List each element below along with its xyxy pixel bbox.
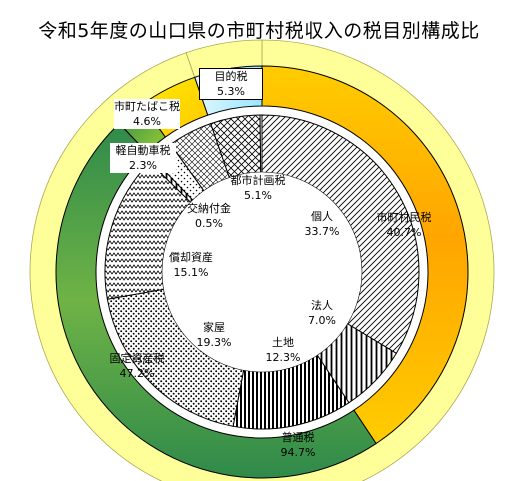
label-value-middle-3: 4.6%	[133, 115, 161, 128]
pie-rings	[29, 39, 495, 481]
label-name-inner-8: 都市計画税	[230, 174, 286, 187]
label-inner-4: 償却資産 15.1%	[131, 250, 251, 280]
label-name-inner-1: 法人	[311, 299, 333, 312]
label-middle-0: 市町村民税 40.7%	[344, 210, 464, 240]
label-value-inner-2: 12.3%	[265, 351, 301, 364]
pie-center-hole	[161, 171, 363, 373]
label-outer-0: 普通税 94.7%	[238, 430, 358, 460]
label-middle-3: 市町たばこ税 4.6%	[114, 99, 180, 129]
slice-middle-1	[55, 122, 377, 479]
label-name-middle-1: 固定資産税	[109, 352, 165, 365]
label-value-inner-4: 15.1%	[173, 266, 209, 279]
label-inner-3: 家屋 19.3%	[154, 320, 274, 350]
label-middle-2: 軽自動車税 2.3%	[110, 143, 176, 173]
chart-title: 令和5年度の山口県の市町村税収入の税目別構成比	[38, 20, 480, 42]
label-value-outer-1: 5.3%	[217, 85, 245, 98]
label-inner-8: 都市計画税 5.1%	[198, 173, 318, 203]
label-name-middle-3: 市町たばこ税	[114, 100, 180, 113]
label-value-middle-0: 40.7%	[386, 226, 422, 239]
label-name-inner-0: 個人	[311, 210, 333, 223]
label-value-inner-8: 5.1%	[244, 189, 272, 202]
label-inner-0: 個人 33.7%	[262, 209, 382, 239]
label-name-middle-0: 市町村民税	[376, 211, 432, 224]
label-middle-1: 固定資産税 47.2%	[77, 351, 197, 381]
label-name-middle-2: 軽自動車税	[115, 144, 171, 157]
label-value-inner-3: 19.3%	[196, 336, 232, 349]
label-name-inner-3: 家屋	[203, 321, 225, 334]
slice-middle-0	[261, 65, 469, 445]
label-name-inner-4: 償却資産	[169, 251, 213, 264]
label-inner-5: 交納付金 0.5%	[149, 201, 269, 231]
label-name-inner-5: 交納付金	[187, 202, 231, 215]
label-name-inner-2: 土地	[272, 336, 294, 349]
label-value-middle-2: 2.3%	[129, 159, 157, 172]
label-value-inner-0: 33.7%	[304, 225, 340, 238]
label-name-outer-0: 普通税	[281, 431, 315, 444]
label-outer-1: 目的税 5.3%	[199, 68, 263, 100]
label-name-outer-1: 目的税	[214, 70, 248, 83]
label-value-outer-0: 94.7%	[280, 446, 316, 459]
label-value-inner-1: 7.0%	[308, 314, 336, 327]
label-value-middle-1: 47.2%	[119, 367, 155, 380]
label-inner-1: 法人 7.0%	[262, 298, 382, 328]
label-value-inner-5: 0.5%	[195, 217, 223, 230]
label-inner-2: 土地 12.3%	[223, 335, 343, 365]
